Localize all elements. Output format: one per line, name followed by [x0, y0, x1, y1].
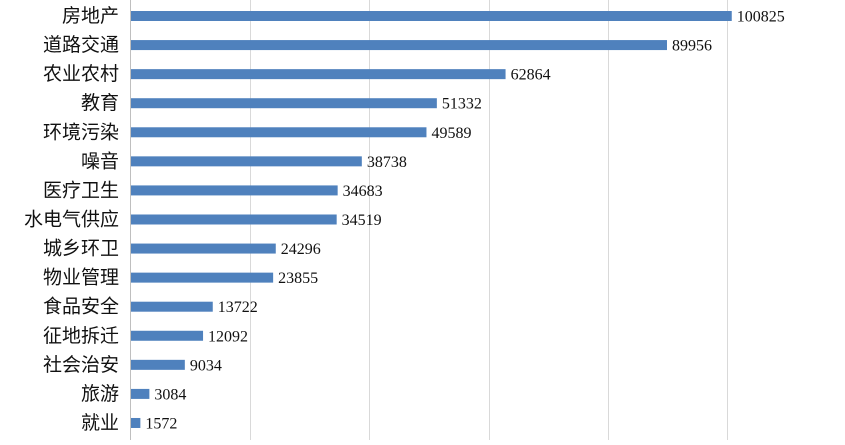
category-label: 物业管理	[43, 267, 119, 289]
value-label: 51332	[442, 96, 482, 113]
bar	[131, 243, 276, 254]
bar	[131, 272, 274, 283]
category-label: 教育	[81, 92, 119, 114]
bars	[131, 11, 732, 428]
category-labels: 房地产道路交通农业农村教育环境污染噪音医疗卫生水电气供应城乡环卫物业管理食品安全…	[24, 5, 119, 434]
value-label: 12092	[208, 328, 248, 345]
category-label: 城乡环卫	[43, 238, 119, 260]
bar	[131, 214, 337, 225]
bar	[131, 359, 185, 370]
value-label: 34683	[343, 183, 383, 200]
value-label: 24296	[281, 241, 321, 258]
category-label: 社会治安	[43, 354, 119, 376]
category-label: 食品安全	[43, 296, 119, 318]
bar	[131, 40, 667, 51]
category-label: 征地拆迁	[43, 325, 119, 347]
category-label: 旅游	[81, 383, 119, 405]
value-label: 9034	[190, 357, 222, 374]
value-label: 49589	[431, 125, 471, 142]
bar	[131, 98, 437, 109]
bar	[131, 388, 150, 399]
value-label: 1572	[145, 415, 177, 432]
value-label: 100825	[737, 9, 785, 26]
category-label: 农业农村	[43, 63, 119, 85]
bar	[131, 185, 338, 196]
bar	[131, 417, 141, 428]
bar	[131, 156, 362, 167]
bar	[131, 11, 732, 21]
value-label: 3084	[154, 386, 186, 403]
bar	[131, 330, 204, 341]
value-label: 23855	[278, 270, 318, 287]
category-label: 医疗卫生	[43, 179, 119, 201]
value-label: 38738	[367, 154, 407, 171]
bar	[131, 127, 427, 138]
bar	[131, 69, 506, 80]
value-label: 89956	[672, 38, 712, 55]
bar	[131, 301, 213, 312]
category-label: 环境污染	[43, 121, 119, 143]
category-label: 道路交通	[43, 34, 119, 56]
category-label: 就业	[81, 412, 119, 434]
category-label: 噪音	[81, 150, 119, 172]
value-label: 34519	[342, 212, 382, 229]
value-label: 62864	[511, 67, 551, 84]
category-label: 水电气供应	[24, 208, 119, 230]
value-label: 13722	[218, 299, 258, 316]
category-label: 房地产	[62, 5, 119, 27]
value-labels: 100825 89956 62864 51332 49589 38738 34683 3451…	[145, 9, 784, 433]
